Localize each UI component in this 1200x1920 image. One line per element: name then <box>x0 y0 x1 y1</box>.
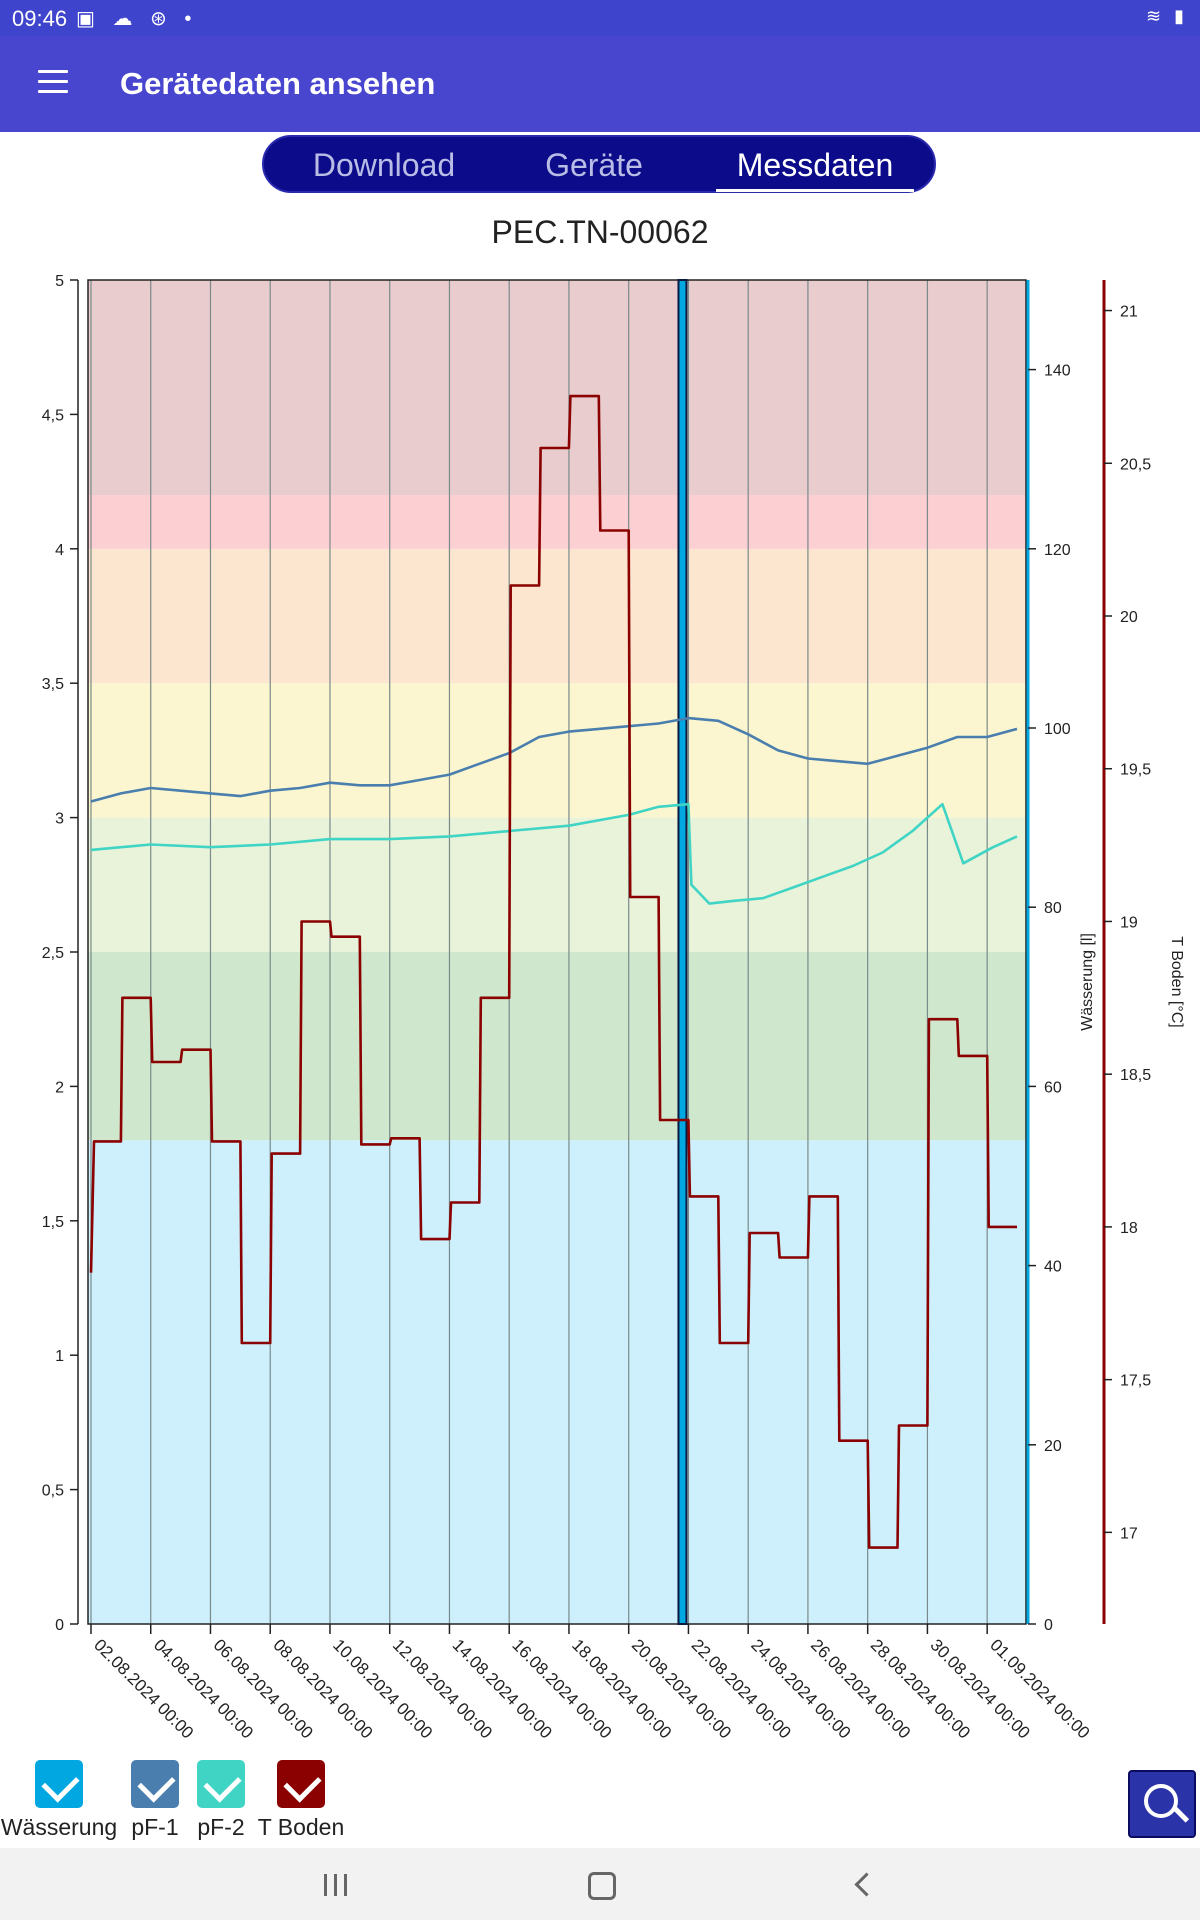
legend-checkbox-waesserung[interactable] <box>35 1760 83 1808</box>
right-axis-t-boden-tick-label: 18,5 <box>1120 1067 1151 1084</box>
legend-checkbox-pf2[interactable] <box>197 1760 245 1808</box>
legend-item-pf2[interactable]: pF-2 <box>192 1760 250 1841</box>
right-axis-t-boden-tick-label: 17,5 <box>1120 1373 1151 1390</box>
right-axis-waesserung-tick-label: 140 <box>1044 363 1071 380</box>
cloud-icon: ☁ <box>112 8 139 30</box>
right-axis-t-boden-tick-label: 19,5 <box>1120 762 1151 779</box>
plot-frame <box>87 279 1027 1625</box>
legend-checkbox-pf1[interactable] <box>131 1760 179 1808</box>
checkmark-icon <box>283 1764 322 1803</box>
status-time: 09:46 <box>12 6 68 31</box>
zoom-reset-button[interactable] <box>1128 1770 1196 1838</box>
left-axis-tick-label: 4 <box>55 542 64 559</box>
legend-checkbox-t-boden[interactable] <box>277 1760 325 1808</box>
series-line-pf-1[interactable] <box>90 716 1018 803</box>
recent-apps-icon[interactable] <box>324 1874 352 1896</box>
right-axis-t-boden-tick-label: 17 <box>1120 1525 1138 1542</box>
checkmark-icon <box>41 1764 80 1803</box>
tab-bar: Download Geräte Messdaten <box>262 135 936 193</box>
dot-icon: • <box>184 8 198 30</box>
zoom-reset-icon <box>1144 1784 1178 1818</box>
app-bar: Gerätedaten ansehen <box>0 36 1200 132</box>
threshold-band <box>88 495 1026 549</box>
tab-messdaten[interactable]: Messdaten <box>736 147 894 183</box>
left-axis-tick-label: 1,5 <box>42 1214 64 1231</box>
left-axis-tick-label: 0,5 <box>42 1483 64 1500</box>
series-line-t-boden[interactable] <box>89 394 1017 1549</box>
left-axis-tick-label: 5 <box>55 273 64 290</box>
status-bar: 09:46 ▣ ☁ ⊛ • ≋ ▮ <box>0 0 1200 36</box>
right-axis-t-boden-tick-label: 20,5 <box>1120 456 1151 473</box>
image-icon: ▣ <box>76 8 101 30</box>
wifi-icon: ≋ <box>1145 6 1166 26</box>
home-icon[interactable] <box>588 1872 616 1900</box>
right-axis-waesserung-tick-label: 40 <box>1044 1259 1062 1276</box>
left-axis-tick-label: 1 <box>55 1348 64 1365</box>
left-axis-tick-label: 2 <box>55 1079 64 1096</box>
right-axis-t-boden-tick-label: 21 <box>1120 304 1138 321</box>
tab-geraete[interactable]: Geräte <box>545 147 643 183</box>
right-axis-t-boden-tick-label: 19 <box>1120 914 1138 931</box>
checkmark-icon <box>137 1764 176 1803</box>
legend-label: Wässerung <box>0 1814 118 1840</box>
threshold-band <box>88 683 1026 818</box>
left-axis-tick-label: 3,5 <box>42 676 64 693</box>
tab-download[interactable]: Download <box>312 147 456 183</box>
right-axis-waesserung-tick-label: 20 <box>1044 1438 1062 1455</box>
status-notification-icons: ▣ ☁ ⊛ • <box>76 6 197 31</box>
status-system-icons: ≋ ▮ <box>1146 6 1188 27</box>
right-axis-waesserung-tick-label: 120 <box>1044 542 1071 559</box>
active-tab-indicator <box>716 189 914 192</box>
right-axis-t-boden-tick-label: 20 <box>1120 609 1138 626</box>
legend-item-t-boden[interactable]: T Boden <box>254 1760 348 1841</box>
right-axis-waesserung-label: Wässerung [l] <box>1079 933 1096 1031</box>
legend-label: pF-2 <box>197 1814 245 1840</box>
waesserung-bar[interactable] <box>677 279 688 1625</box>
threshold-band <box>88 1140 1026 1624</box>
series-line-pf-2[interactable] <box>90 802 1018 905</box>
threshold-band <box>88 548 1026 684</box>
hamburger-menu-icon[interactable] <box>38 70 68 94</box>
legend-label: pF-1 <box>131 1814 179 1840</box>
measurement-chart[interactable]: 0 0,5 1 1,5 2 2,5 3 3,5 4 4,5 5 0 20 40 60 80 100 120 140 W… <box>0 260 1200 1740</box>
threshold-band <box>88 952 1026 1141</box>
app-title: Gerätedaten ansehen <box>120 66 436 101</box>
battery-icon: ▮ <box>1174 6 1188 26</box>
threshold-band <box>88 817 1026 952</box>
sync-icon: ⊛ <box>150 8 173 30</box>
right-axis-waesserung-tick-label: 80 <box>1044 900 1062 917</box>
left-axis-tick-label: 4,5 <box>42 407 64 424</box>
back-icon[interactable] <box>854 1872 879 1897</box>
checkmark-icon <box>203 1764 242 1803</box>
threshold-band <box>88 280 1026 496</box>
legend-label: T Boden <box>257 1814 345 1840</box>
right-axis-waesserung-tick-label: 60 <box>1044 1079 1062 1096</box>
right-axis-waesserung-tick-label: 0 <box>1044 1617 1053 1634</box>
legend-item-pf1[interactable]: pF-1 <box>126 1760 184 1841</box>
system-nav-bar <box>0 1848 1200 1920</box>
legend-item-waesserung[interactable]: Wässerung <box>0 1760 118 1841</box>
zoom-handle <box>1172 1806 1190 1823</box>
right-axis-t-boden-label: T Boden [°C] <box>1168 936 1185 1027</box>
right-axis-waesserung-tick-label: 100 <box>1044 721 1071 738</box>
left-axis-tick-label: 2,5 <box>42 945 64 962</box>
left-axis-tick-label: 0 <box>55 1617 64 1634</box>
chart-title: PEC.TN-00062 <box>491 214 709 250</box>
left-axis-tick-label: 3 <box>55 811 64 828</box>
right-axis-t-boden-tick-label: 18 <box>1120 1220 1138 1237</box>
x-axis-tick-label: 02.08.2024 00:00 <box>90 1635 197 1740</box>
